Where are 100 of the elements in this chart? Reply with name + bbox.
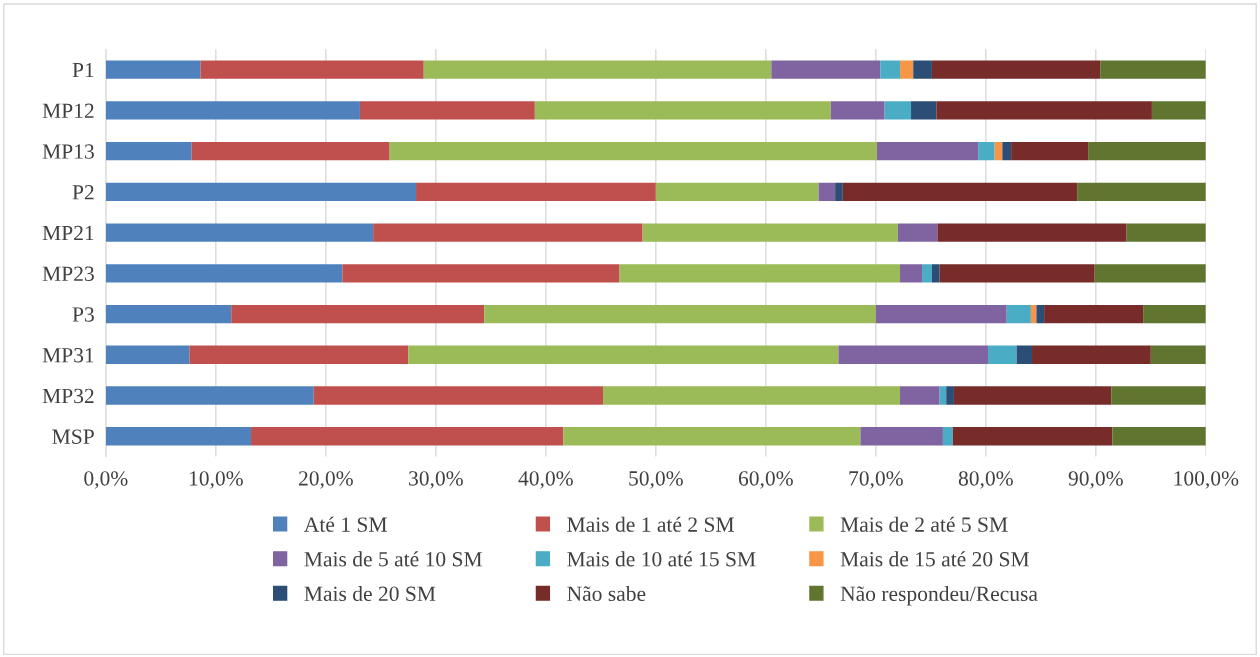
bar bbox=[1094, 264, 1206, 283]
x-tick-label: 80,0% bbox=[958, 471, 1013, 489]
bar bbox=[1036, 304, 1045, 324]
bar bbox=[603, 386, 901, 405]
bar bbox=[200, 60, 424, 79]
bar bbox=[1016, 345, 1033, 364]
legend-label: Não sabe bbox=[567, 585, 646, 602]
bar bbox=[642, 223, 898, 242]
y-tick-label: MP12 bbox=[42, 103, 94, 118]
bar bbox=[484, 304, 876, 324]
bar bbox=[942, 427, 953, 446]
bar bbox=[1100, 60, 1206, 79]
bar bbox=[1032, 345, 1151, 364]
x-tick-label: 10,0% bbox=[189, 471, 243, 489]
y-tick-label: P3 bbox=[72, 307, 94, 322]
legend-label: Mais de 2 até 5 SM bbox=[840, 516, 1008, 532]
x-tick-label: 20,0% bbox=[298, 471, 353, 489]
bar bbox=[105, 182, 417, 202]
bar bbox=[105, 264, 343, 283]
bar bbox=[373, 223, 643, 242]
bar bbox=[900, 386, 940, 405]
bar bbox=[842, 182, 1078, 202]
bar bbox=[105, 141, 192, 161]
bar bbox=[939, 264, 1095, 283]
bar bbox=[978, 141, 995, 161]
bar bbox=[939, 386, 947, 405]
legend-label: Não respondeu/Recusa bbox=[840, 585, 1038, 606]
bar bbox=[876, 141, 979, 161]
bar bbox=[1088, 141, 1206, 161]
bar bbox=[952, 427, 1113, 446]
y-tick-label: MP31 bbox=[42, 347, 94, 363]
bar bbox=[189, 345, 409, 364]
bar bbox=[860, 427, 943, 446]
bar bbox=[105, 386, 314, 405]
bar bbox=[884, 101, 912, 120]
bar bbox=[423, 60, 772, 79]
bar bbox=[880, 60, 901, 79]
legend-label: Mais de 20 SM bbox=[304, 585, 436, 602]
bar bbox=[922, 264, 932, 283]
y-tick-label: P1 bbox=[72, 62, 94, 78]
legend-label: Mais de 1 até 2 SM bbox=[567, 516, 734, 532]
bar bbox=[911, 101, 937, 120]
legend-label: Mais de 15 até 20 SM bbox=[840, 551, 1029, 567]
bar bbox=[900, 264, 923, 283]
x-tick-label: 90,0% bbox=[1068, 471, 1123, 489]
bar bbox=[931, 264, 940, 283]
bar bbox=[105, 60, 201, 79]
bar bbox=[105, 427, 252, 446]
bar bbox=[563, 427, 861, 446]
bar bbox=[818, 182, 836, 202]
bar bbox=[1011, 141, 1089, 161]
bar bbox=[830, 101, 885, 120]
bar bbox=[408, 345, 839, 364]
bar bbox=[1151, 101, 1206, 120]
bar bbox=[988, 345, 1017, 364]
bar bbox=[105, 101, 360, 120]
legend-label: Mais de 10 até 15 SM bbox=[567, 551, 756, 567]
bar bbox=[342, 264, 620, 283]
bar bbox=[1112, 427, 1206, 446]
bar bbox=[534, 101, 831, 120]
y-tick-label: MP32 bbox=[42, 388, 94, 404]
bar bbox=[875, 304, 1007, 324]
x-tick-label: 70,0% bbox=[849, 471, 903, 489]
legend-label: Mais de 5 até 10 SM bbox=[304, 551, 482, 567]
bar bbox=[946, 386, 954, 405]
y-tick-label: MP13 bbox=[42, 144, 94, 159]
bar bbox=[416, 182, 656, 202]
x-tick-label: 100,0% bbox=[1174, 471, 1239, 489]
bar bbox=[191, 141, 390, 161]
y-tick-label: P2 bbox=[72, 185, 94, 200]
bar bbox=[105, 304, 232, 324]
bar bbox=[1006, 304, 1031, 324]
bar bbox=[937, 223, 1127, 242]
bar bbox=[900, 60, 914, 79]
x-tick-label: 50,0% bbox=[629, 471, 683, 489]
bar bbox=[389, 141, 877, 161]
bar bbox=[1044, 304, 1144, 324]
bar bbox=[1111, 386, 1206, 405]
x-tick-label: 40,0% bbox=[518, 471, 573, 489]
bar bbox=[313, 386, 604, 405]
bar bbox=[771, 60, 881, 79]
bar bbox=[1143, 304, 1206, 324]
x-tick-label: 60,0% bbox=[738, 471, 793, 489]
bar bbox=[105, 223, 374, 242]
bar bbox=[897, 223, 938, 242]
bar bbox=[655, 182, 819, 202]
y-tick-label: MP21 bbox=[42, 225, 94, 241]
bar bbox=[231, 304, 485, 324]
legend-label: Até 1 SM bbox=[304, 516, 387, 532]
bar bbox=[1126, 223, 1206, 242]
bar bbox=[1077, 182, 1206, 202]
bar bbox=[838, 345, 989, 364]
bar bbox=[619, 264, 901, 283]
bar bbox=[1002, 141, 1012, 161]
y-tick-label: MP23 bbox=[42, 266, 94, 281]
bar bbox=[1150, 345, 1206, 364]
bar bbox=[835, 182, 843, 202]
y-tick-label: MSP bbox=[52, 429, 94, 444]
bar bbox=[931, 60, 1101, 79]
bar bbox=[359, 101, 535, 120]
